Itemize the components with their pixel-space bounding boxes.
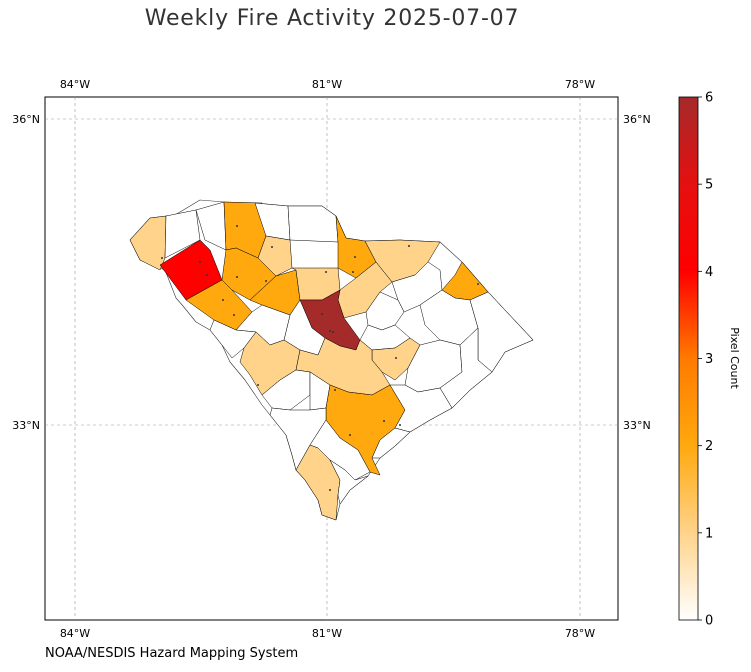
fire-point <box>257 384 259 386</box>
lon-label-bottom-81w: 81°W <box>312 627 342 640</box>
fire-point <box>161 257 163 259</box>
colorbar <box>678 96 699 621</box>
fire-point <box>383 420 385 422</box>
colorbar-tick-label: 3 <box>705 352 713 367</box>
lon-label-top-78w: 78°W <box>565 78 595 91</box>
colorbar-tick-label: 6 <box>705 91 713 106</box>
colorbar-tick-label: 4 <box>705 265 713 280</box>
colorbar-label: Pixel Count <box>728 327 741 389</box>
county-beaufort <box>329 459 369 505</box>
county-georgetown <box>439 327 493 409</box>
county-union <box>257 235 293 277</box>
page-title: Weekly Fire Activity 2025-07-07 <box>144 6 520 31</box>
fire-point <box>199 261 201 263</box>
fire-point <box>236 225 238 227</box>
county-mccormick <box>209 319 257 359</box>
fire-point <box>206 274 208 276</box>
colorbar-tick-label: 5 <box>705 178 713 193</box>
fire-point <box>236 276 238 278</box>
county-berkeley <box>389 384 453 433</box>
fire-point <box>349 434 351 436</box>
lat-label-left-36n: 36°N <box>12 113 40 126</box>
fire-detections <box>161 225 479 491</box>
county-charleston <box>371 427 411 459</box>
fire-point <box>271 246 273 248</box>
fire-point <box>321 313 323 315</box>
lat-label-right-36n: 36°N <box>623 113 651 126</box>
fire-point <box>222 299 224 301</box>
fire-point <box>354 256 356 258</box>
fire-point <box>329 489 331 491</box>
lon-label-top-84w: 84°W <box>60 78 90 91</box>
lon-label-bottom-78w: 78°W <box>565 627 595 640</box>
lat-label-left-33n: 33°N <box>12 419 40 432</box>
lon-label-top-81w: 81°W <box>312 78 342 91</box>
source-note: NOAA/NESDIS Hazard Mapping System <box>45 646 299 661</box>
lat-label-right-33n: 33°N <box>623 419 651 432</box>
fire-point <box>399 424 401 426</box>
fire-point <box>334 389 336 391</box>
south-carolina-counties <box>129 199 534 521</box>
colorbar-tick-label: 2 <box>705 439 713 454</box>
fire-point <box>233 314 235 316</box>
fire-point <box>332 331 334 333</box>
fire-point <box>395 357 397 359</box>
county-jasper <box>295 444 341 521</box>
colorbar-tick-label: 0 <box>705 614 713 629</box>
fire-point <box>477 283 479 285</box>
lon-label-bottom-84w: 84°W <box>60 627 90 640</box>
county-anderson <box>159 239 223 301</box>
fire-point <box>352 271 354 273</box>
fire-point <box>329 330 331 332</box>
colorbar-tick-label: 1 <box>705 526 713 541</box>
fire-point <box>265 280 267 282</box>
colorbar-ticks: 0 1 2 3 4 5 6 <box>698 91 713 629</box>
fire-point <box>325 271 327 273</box>
fire-point <box>408 245 410 247</box>
